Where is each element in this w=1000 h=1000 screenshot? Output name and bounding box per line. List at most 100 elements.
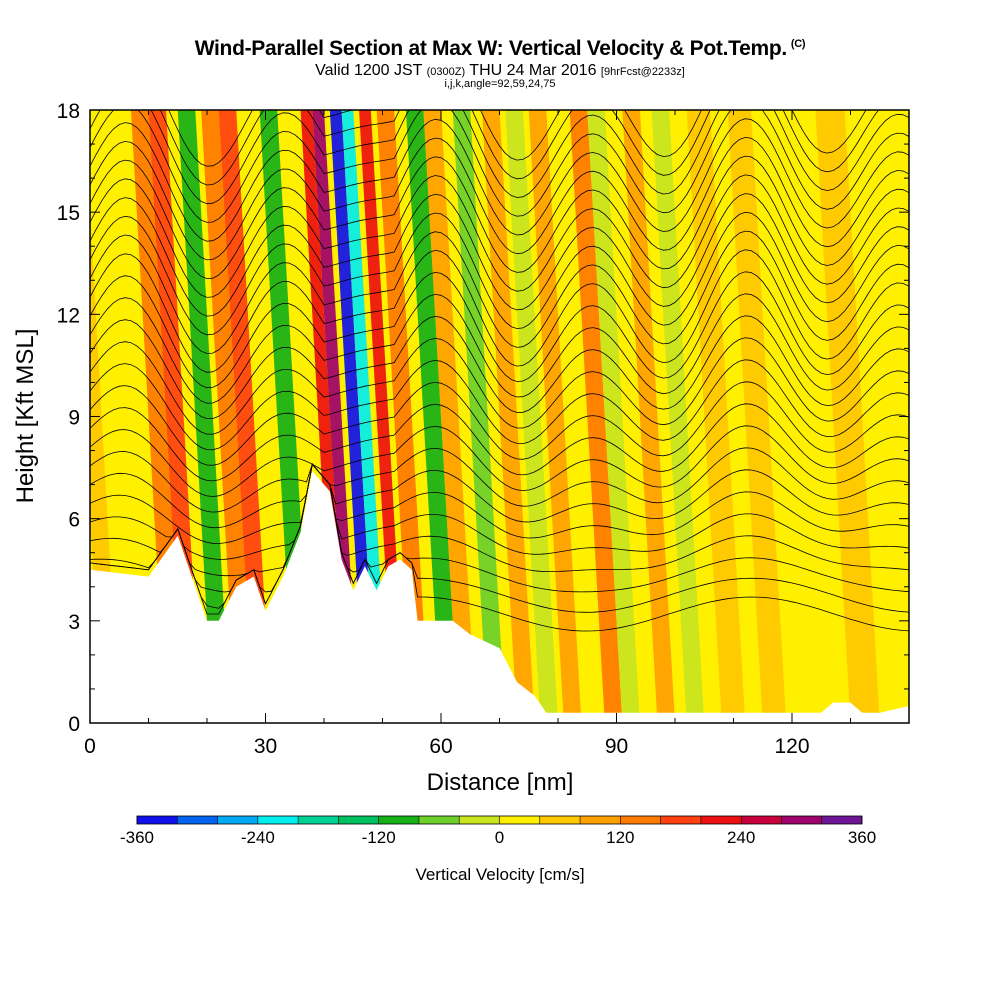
forecast-info: [9hrFcst@2233z]: [600, 66, 685, 78]
colorbar: -360 -240 -120 0 120 240 360: [120, 815, 876, 847]
colorbar-segment: [499, 816, 541, 824]
y-axis-label: Height [Kft MSL]: [12, 329, 39, 504]
y-tick-label: 0: [68, 713, 80, 736]
x-tick-label: 0: [84, 735, 96, 758]
colorbar-segment: [418, 816, 460, 824]
theta-contour-line: [90, 110, 880, 186]
colorbar-segment: [298, 816, 339, 824]
colorbar-segment: [741, 816, 782, 824]
theta-contour-line: [90, 403, 909, 482]
theta-contour-line: [90, 425, 909, 497]
theta-contour-line: [90, 249, 909, 373]
chart-subtitle: Valid 1200 JST (0300Z) THU 24 Mar 2016 […: [0, 62, 1000, 80]
section-params: i,j,k,angle=92,59,24,75: [444, 78, 556, 90]
velocity-band: [95, 110, 161, 723]
colorbar-segment: [459, 816, 500, 824]
colorbar-segment: [620, 816, 661, 824]
velocity-band: [312, 110, 360, 723]
colorbar-segment: [580, 816, 621, 824]
theta-contour-line: [90, 381, 909, 466]
velocity-band: [686, 110, 746, 723]
theta-contour-line: [90, 463, 909, 544]
velocity-band: [815, 110, 880, 723]
colorbar-segment: [821, 816, 863, 824]
terrain-fill: [90, 471, 909, 723]
theta-contour-line: [90, 110, 909, 223]
velocity-band: [376, 110, 430, 723]
velocity-band: [341, 110, 389, 723]
x-tick-label: 90: [605, 735, 628, 758]
colorbar-segment: [257, 816, 299, 824]
velocity-band: [727, 110, 787, 723]
colorbar-segment: [660, 816, 702, 824]
theta-contour-line: [90, 110, 909, 205]
theta-contour-line: [90, 463, 909, 529]
terrain: [90, 471, 909, 723]
colorbar-segment: [137, 816, 178, 824]
x-axis-label: Distance [nm]: [427, 769, 574, 796]
theta-contour-line: [90, 230, 909, 354]
theta-contour-line: [90, 463, 909, 577]
colorbar-segment: [378, 816, 420, 824]
copyright-mark: (C): [790, 38, 806, 50]
colorbar-tick-label: 360: [848, 828, 876, 847]
valid-utc: (0300Z): [426, 66, 466, 78]
chart-title-text: Wind-Parallel Section at Max W: Vertical…: [194, 37, 788, 60]
colorbar-segment: [539, 816, 581, 824]
velocity-band: [452, 110, 506, 723]
theta-contour-line: [90, 193, 909, 317]
velocity-band: [177, 110, 231, 723]
x-tick-label: 60: [429, 735, 452, 758]
theta-contour-line: [90, 337, 909, 435]
theta-contour-line: [90, 293, 909, 404]
velocity-band: [622, 110, 675, 723]
colorbar-segment: [338, 816, 379, 824]
theta-contour-line: [90, 136, 909, 261]
y-tick-label: 6: [68, 509, 80, 532]
colorbar-tick-label: -120: [362, 828, 396, 847]
valid-date: THU 24 Mar 2016: [469, 62, 597, 79]
theta-contour-line: [90, 359, 909, 451]
y-tick-label: 3: [68, 611, 80, 634]
y-tick-label: 12: [57, 304, 80, 327]
theta-contour-line: [90, 463, 909, 613]
velocity-band: [201, 110, 254, 723]
velocity-band: [651, 110, 705, 723]
colorbar-segment: [217, 816, 259, 824]
colorbar-tick-label: 120: [606, 828, 634, 847]
colorbar-tick-label: 0: [495, 828, 504, 847]
x-tick-label: 120: [774, 735, 809, 758]
theta-contour-line: [90, 463, 909, 560]
axis-ticks: 0 30 60 90 120 0 3 6 9 12 15 18: [57, 100, 910, 758]
theta-contour-line: [90, 447, 909, 513]
colorbar-tick-label: -240: [241, 828, 275, 847]
theta-contour-line: [90, 211, 909, 336]
theta-contour-line: [90, 155, 909, 280]
colorbar-segment: [700, 816, 742, 824]
velocity-band: [405, 110, 459, 723]
x-tick-label: 30: [254, 735, 277, 758]
velocity-band: [423, 110, 477, 723]
valid-time: Valid 1200 JST: [315, 62, 423, 79]
colorbar-segment: [781, 816, 823, 824]
colorbar-segment: [177, 816, 218, 824]
y-tick-label: 9: [68, 407, 80, 430]
colorbar-title: Vertical Velocity [cm/s]: [415, 865, 584, 884]
y-tick-label: 18: [57, 100, 80, 123]
velocity-band: [481, 110, 535, 723]
theta-contour-line: [90, 118, 909, 242]
velocity-band: [505, 110, 558, 723]
colorbar-tick-label: -360: [120, 828, 154, 847]
theta-contour-line: [90, 174, 909, 298]
y-tick-label: 15: [57, 202, 80, 225]
theta-contour-line: [90, 463, 909, 593]
velocity-band: [587, 110, 640, 723]
theta-contour-line: [90, 315, 909, 419]
colorbar-tick-label: 240: [727, 828, 755, 847]
theta-contour-line: [168, 110, 867, 167]
velocity-band: [528, 110, 582, 723]
velocity-band: [218, 110, 272, 723]
theta-contours: [90, 110, 909, 632]
chart-title: Wind-Parallel Section at Max W: Vertical…: [0, 37, 1000, 61]
